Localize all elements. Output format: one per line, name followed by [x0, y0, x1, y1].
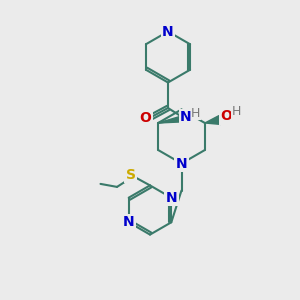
Text: H: H	[232, 105, 241, 118]
Text: N: N	[162, 25, 174, 38]
Text: H: H	[191, 106, 201, 120]
Text: N: N	[166, 191, 177, 205]
Text: O: O	[140, 112, 152, 125]
Polygon shape	[205, 116, 221, 124]
Text: S: S	[125, 168, 136, 182]
Text: N: N	[180, 110, 192, 124]
Polygon shape	[158, 115, 185, 123]
Text: O: O	[220, 110, 232, 123]
Text: N: N	[123, 215, 134, 229]
Text: N: N	[176, 157, 187, 170]
